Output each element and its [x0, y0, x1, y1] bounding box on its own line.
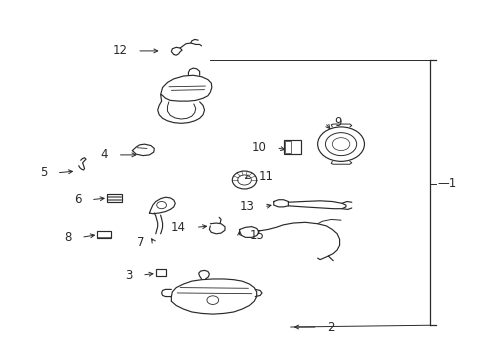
Bar	[156, 269, 166, 276]
Text: 4: 4	[100, 148, 108, 161]
Text: 5: 5	[40, 166, 47, 179]
Text: 10: 10	[251, 141, 266, 154]
Text: 6: 6	[74, 193, 81, 206]
Bar	[97, 231, 111, 238]
Text: 15: 15	[249, 229, 264, 242]
Text: 12: 12	[112, 44, 127, 57]
Text: 2: 2	[327, 320, 334, 333]
Bar	[285, 141, 291, 153]
Text: 9: 9	[334, 116, 342, 129]
Text: 14: 14	[171, 221, 185, 234]
Text: 8: 8	[64, 231, 71, 244]
Text: 3: 3	[125, 269, 132, 282]
Text: —1: —1	[436, 177, 455, 190]
Text: 13: 13	[239, 201, 254, 213]
Bar	[283, 140, 300, 154]
Text: 7: 7	[137, 236, 144, 249]
Text: 11: 11	[259, 170, 274, 183]
